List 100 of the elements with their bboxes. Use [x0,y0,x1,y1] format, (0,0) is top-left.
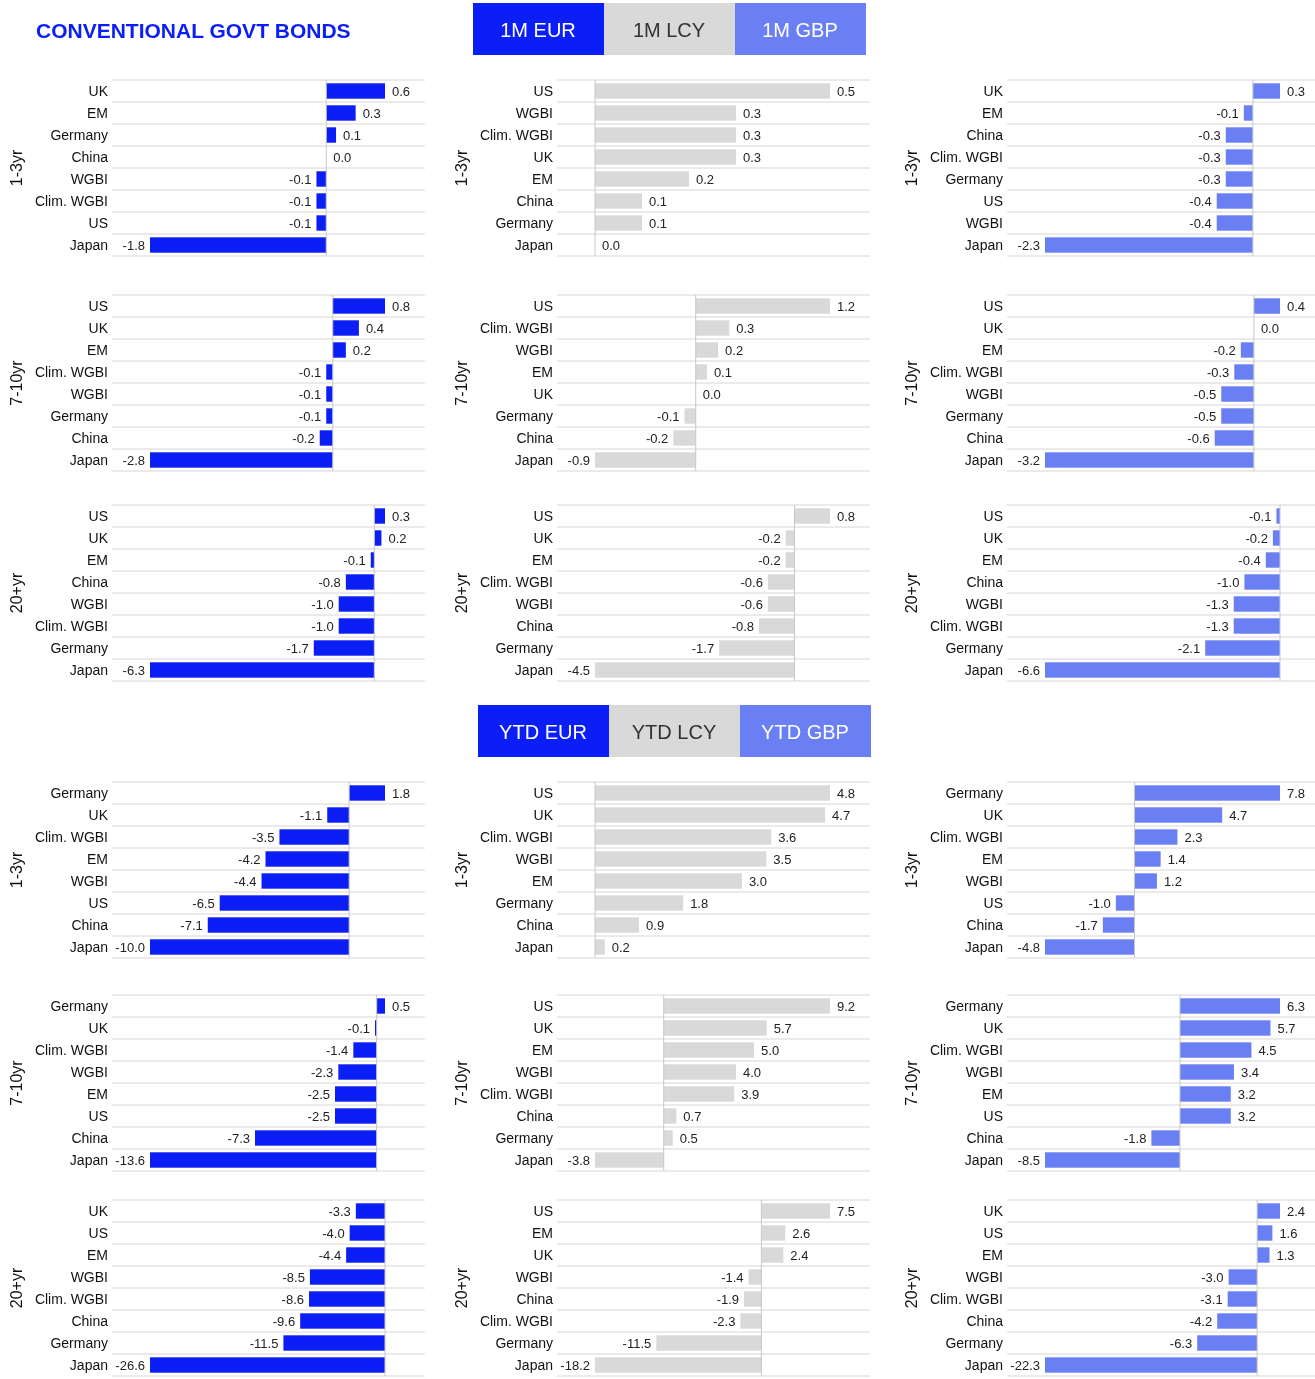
y-tick-label: Germany [495,639,553,656]
data-label: -0.4 [1189,215,1212,231]
y-tick-label: WGBI [70,385,108,402]
data-label: 3.0 [748,873,767,889]
data-label: 3.2 [1237,1086,1256,1102]
y-tick-label: US [983,1107,1003,1124]
data-label: 0.2 [611,939,630,955]
y-tick-label: Clim. WGBI [479,1085,553,1102]
y-tick-label: Japan [514,1356,553,1373]
y-tick-label: US [88,214,108,231]
y-tick-label: Clim. WGBI [34,828,108,845]
y-tick-label: Japan [514,661,553,678]
text: YTD EUR [499,721,587,743]
y-tick-label: UK [983,82,1004,99]
data-label: -0.1 [343,552,366,568]
data-label: -1.7 [286,640,309,656]
y-axis-title: 20+yr [453,572,470,614]
data-label: 5.0 [761,1042,780,1058]
data-label: -0.2 [1213,342,1236,358]
y-tick-label: UK [533,1246,554,1263]
y-tick-label: WGBI [515,1063,553,1080]
y-tick-label: WGBI [965,872,1003,889]
data-label: -8.5 [282,1269,305,1285]
data-label: 2.4 [1287,1203,1306,1219]
data-label: -0.1 [289,171,312,187]
y-tick-label: EM [982,1085,1003,1102]
y-tick-label: China [516,192,554,209]
y-tick-label: Clim. WGBI [479,573,553,590]
y-tick-label: WGBI [965,1063,1003,1080]
y-tick-label: EM [87,551,108,568]
data-label: -0.6 [740,596,763,612]
data-label: 3.5 [773,851,792,867]
text: 1M GBP [762,19,838,41]
data-label: 0.1 [343,127,362,143]
data-label: -0.1 [298,408,322,424]
data-label: 3.6 [778,829,797,845]
y-axis-title: 1-3yr [903,149,920,187]
y-tick-label: EM [982,551,1003,568]
data-label: 5.7 [773,1020,792,1036]
data-label: -2.8 [122,452,145,468]
data-label: -11.5 [249,1335,279,1351]
data-label: -4.5 [567,662,590,678]
y-tick-label: EM [87,104,108,121]
data-label: -8.5 [1017,1152,1040,1168]
data-label: -0.1 [1249,508,1272,524]
y-tick-label: China [71,916,109,933]
data-label: -0.2 [292,430,315,446]
y-tick-label: Germany [50,997,108,1014]
y-tick-label: WGBI [965,595,1003,612]
data-label: 5.7 [1277,1020,1296,1036]
data-label: 6.3 [1287,998,1306,1014]
y-tick-label: EM [87,341,108,358]
data-label: -1.4 [721,1269,744,1285]
y-tick-label: Japan [514,938,553,955]
data-label: 0.1 [649,193,668,209]
data-label: -4.4 [318,1247,342,1263]
data-label: -7.1 [180,917,203,933]
data-label: 0.3 [392,508,411,524]
y-tick-label: Clim. WGBI [479,1312,553,1329]
y-tick-label: EM [532,1041,553,1058]
y-tick-label: China [966,1312,1004,1329]
data-label: -6.5 [192,895,215,911]
data-label: -3.5 [252,829,275,845]
y-tick-label: Clim. WGBI [479,126,553,143]
data-label: -0.9 [567,452,590,468]
y-tick-label: UK [983,319,1004,336]
y-axis-title: 20+yr [903,1267,920,1309]
y-tick-label: UK [983,806,1004,823]
y-tick-label: US [533,997,553,1014]
y-tick-label: US [88,1224,108,1241]
y-tick-label: China [71,1129,109,1146]
y-tick-label: Clim. WGBI [479,319,553,336]
data-label: 2.6 [792,1225,811,1241]
data-label: 0.1 [713,364,732,380]
data-label: 0.8 [392,298,411,314]
y-tick-label: US [533,507,553,524]
y-tick-label: WGBI [515,104,553,121]
data-label: -9.6 [272,1313,296,1329]
y-tick-label: Clim. WGBI [929,1041,1003,1058]
y-tick-label: Germany [495,894,553,911]
data-label: 0.1 [649,215,668,231]
y-tick-label: WGBI [515,1268,553,1285]
y-tick-label: EM [532,170,553,187]
data-label: 0.4 [1287,298,1306,314]
data-label: -6.3 [1169,1335,1193,1351]
y-tick-label: EM [532,1224,553,1241]
data-label: -3.1 [1200,1291,1223,1307]
data-label: -0.8 [731,618,755,634]
y-axis-title: 1-3yr [453,851,470,889]
y-axis-title: 20+yr [903,572,920,614]
data-label: -2.5 [307,1086,330,1102]
y-tick-label: Clim. WGBI [929,1290,1003,1307]
data-label: 0.8 [837,508,856,524]
y-tick-label: UK [533,529,554,546]
y-tick-label: US [533,297,553,314]
y-axis-title: 7-10yr [903,359,920,406]
data-label: 7.5 [837,1203,856,1219]
y-tick-label: China [516,429,554,446]
chart-title: CONVENTIONAL GOVT BONDS [36,19,351,42]
y-tick-label: US [88,297,108,314]
